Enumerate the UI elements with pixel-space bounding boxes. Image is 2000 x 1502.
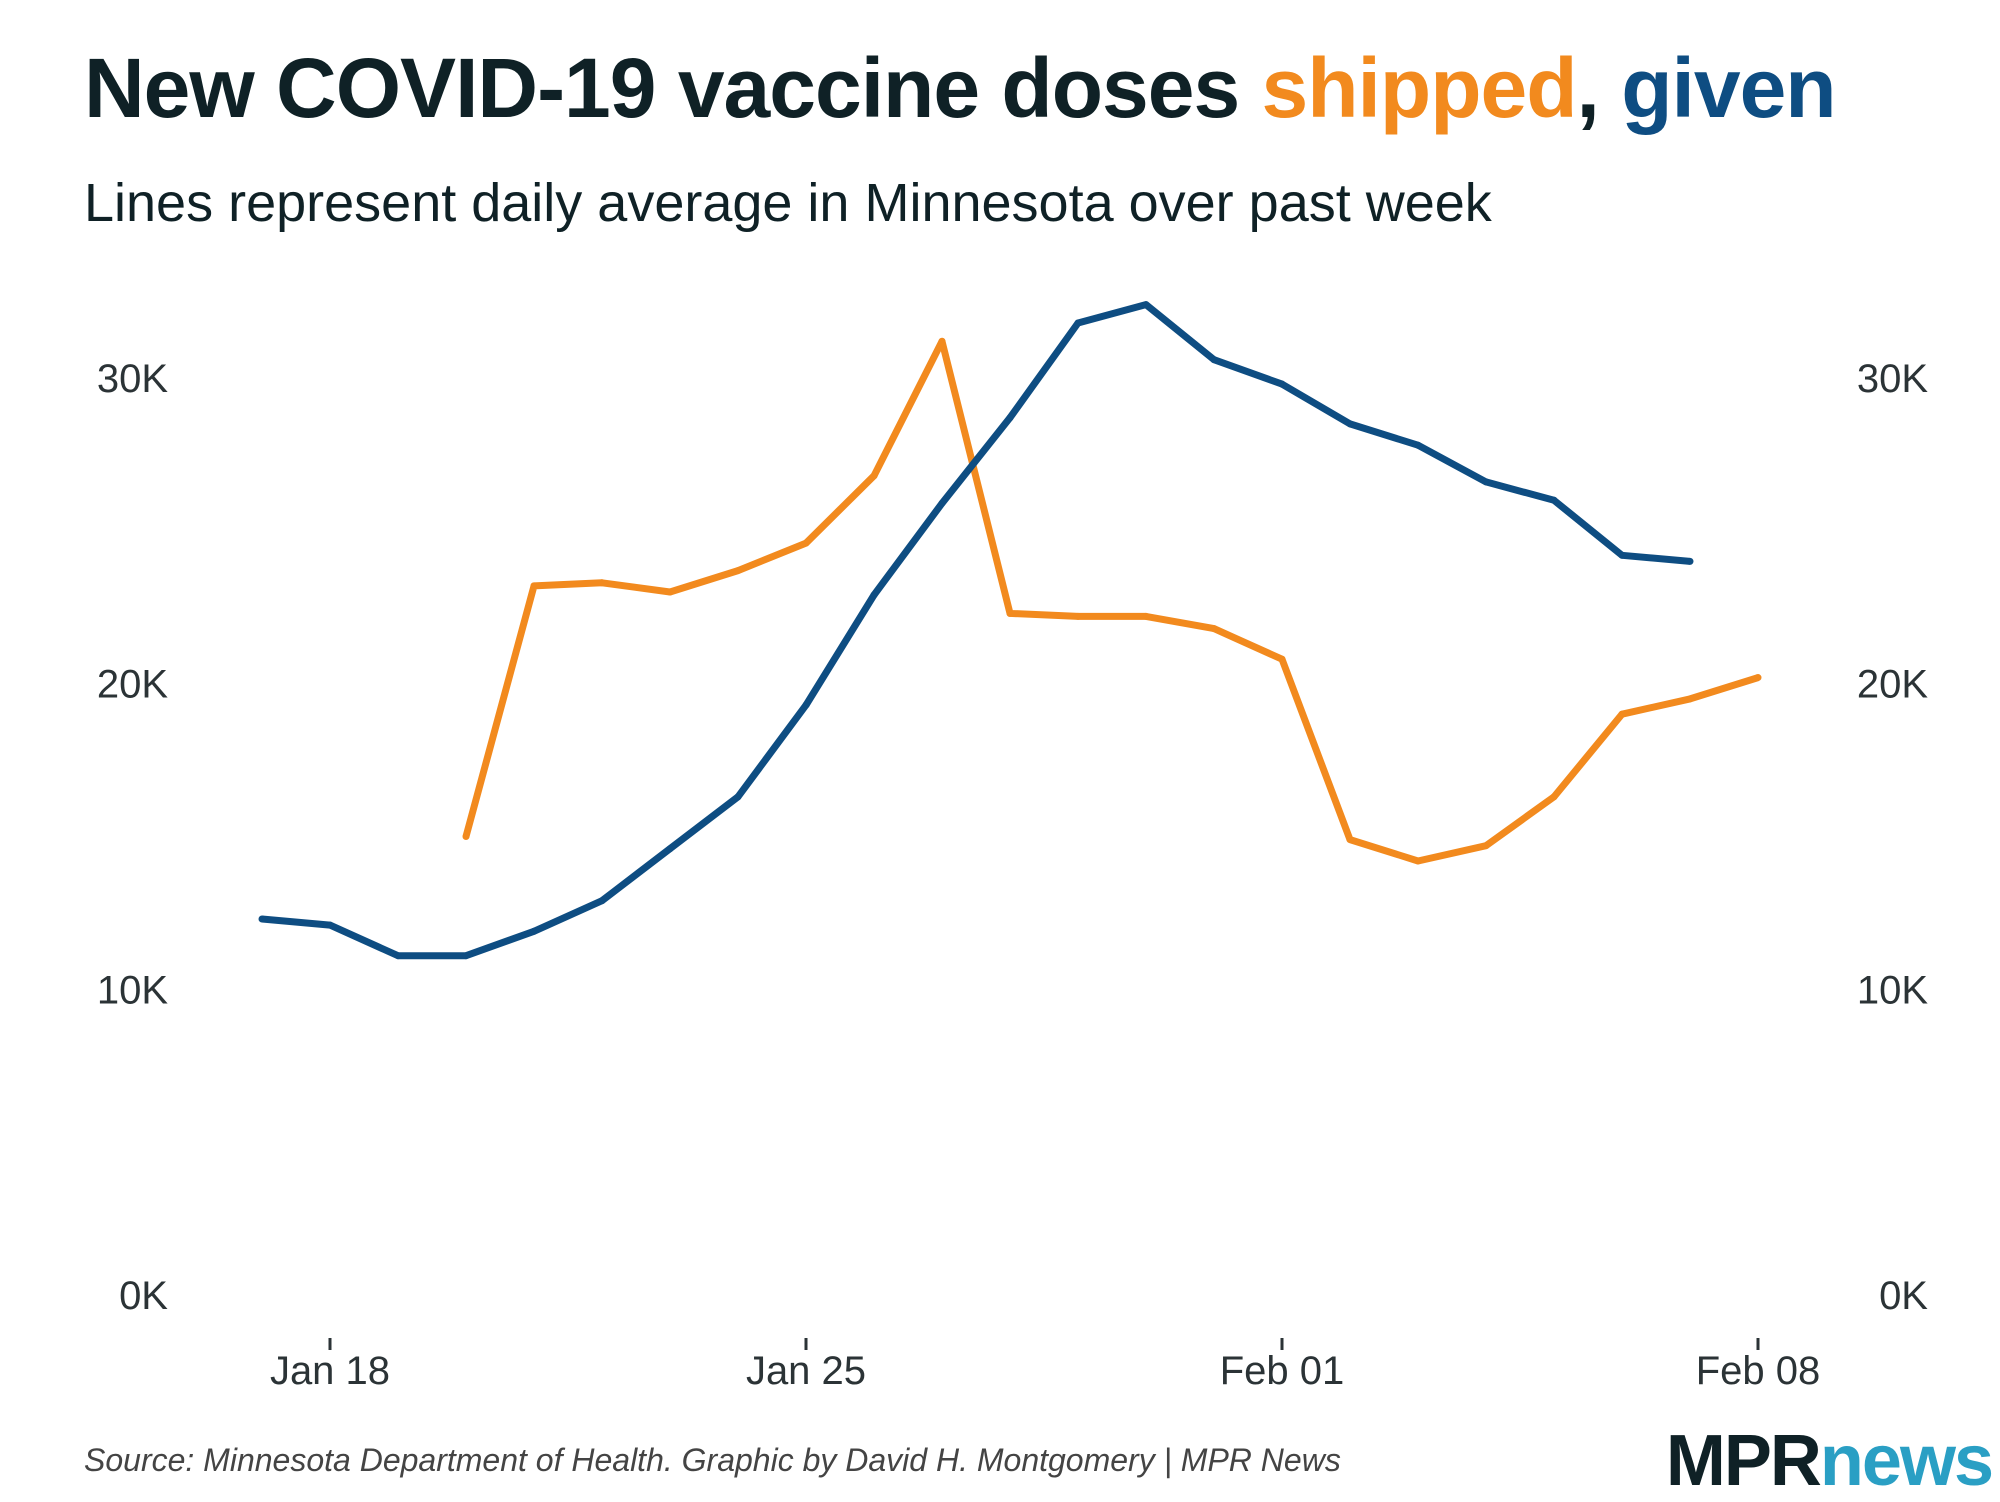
y-axis-left: 0K 10K 20K 30K (97, 357, 168, 1318)
data-point-shipped (938, 337, 946, 345)
data-point-given (1142, 301, 1150, 309)
data-point-shipped (1074, 612, 1082, 620)
data-point-shipped (802, 539, 810, 547)
series-line-shipped (462, 337, 1760, 865)
data-point-given (1346, 420, 1354, 428)
chart-title: New COVID-19 vaccine doses shipped, give… (84, 40, 1837, 137)
data-point-shipped (666, 588, 674, 596)
x-tick-label: Feb 08 (1696, 1349, 1821, 1393)
data-point-given (1278, 380, 1286, 388)
data-point-given (1686, 557, 1694, 565)
title-given-word: given (1621, 41, 1836, 135)
data-point-shipped (1142, 612, 1150, 620)
data-point-given (870, 591, 878, 599)
y-tick-label-right: 0K (1879, 1274, 1928, 1318)
data-point-given (1414, 441, 1422, 449)
data-point-shipped (598, 579, 606, 587)
data-point-shipped (1482, 842, 1490, 850)
data-point-shipped (530, 582, 538, 590)
source-credit: Source: Minnesota Department of Health. … (84, 1442, 1341, 1478)
data-point-shipped (734, 567, 742, 575)
data-point-given (462, 952, 470, 960)
data-point-given (938, 499, 946, 507)
data-point-shipped (1618, 710, 1626, 718)
y-axis-right: 0K 10K 20K 30K (1857, 357, 1928, 1318)
x-axis: Jan 18 Jan 25 Feb 01 Feb 08 (270, 1338, 1820, 1393)
data-point-given (1210, 356, 1218, 364)
data-point-shipped (1278, 655, 1286, 663)
data-point-given (1618, 551, 1626, 559)
data-point-given (598, 897, 606, 905)
title-separator: , (1576, 41, 1622, 135)
y-tick-label-left: 0K (119, 1274, 168, 1318)
data-point-given (1074, 319, 1082, 327)
data-point-shipped (1550, 793, 1558, 801)
data-point-given (1482, 478, 1490, 486)
data-point-given (394, 952, 402, 960)
data-point-shipped (870, 472, 878, 480)
line-chart: 0K 10K 20K 30K 0K 10K 20K 30K Jan 18 Jan 25 Feb … (97, 301, 1928, 1393)
data-point-given (326, 921, 334, 929)
data-point-shipped (462, 833, 470, 840)
data-point-given (666, 845, 674, 853)
data-point-shipped (1686, 695, 1694, 703)
x-tick-label: Jan 25 (746, 1349, 866, 1393)
data-point-given (1550, 496, 1558, 504)
y-tick-label-right: 20K (1857, 663, 1928, 707)
data-point-shipped (1210, 625, 1218, 633)
logo-mpr-text: MPR (1665, 1421, 1822, 1501)
data-point-shipped (1414, 857, 1422, 865)
title-shipped-word: shipped (1261, 41, 1578, 135)
title-prefix: New COVID-19 vaccine doses (84, 41, 1262, 135)
chart-subtitle: Lines represent daily average in Minneso… (84, 173, 1492, 233)
mpr-news-logo[interactable]: MPRnews (1665, 1420, 1994, 1502)
data-point-shipped (1754, 674, 1762, 682)
x-tick-label: Feb 01 (1220, 1349, 1345, 1393)
series-lines (258, 301, 1762, 960)
data-point-given (258, 915, 266, 923)
y-tick-label-left: 20K (97, 663, 168, 707)
y-tick-label-right: 30K (1857, 357, 1928, 401)
data-point-given (802, 701, 810, 709)
logo-news-text: news (1819, 1421, 1994, 1501)
y-tick-label-left: 10K (97, 968, 168, 1012)
y-tick-label-right: 10K (1857, 968, 1928, 1012)
data-point-shipped (1346, 836, 1354, 844)
series-line-given (261, 301, 1691, 960)
x-tick-label: Jan 18 (270, 1349, 390, 1393)
y-tick-label-left: 30K (97, 357, 168, 401)
data-point-given (1006, 414, 1014, 422)
data-point-shipped (1006, 609, 1014, 617)
data-point-given (734, 793, 742, 801)
data-point-given (530, 927, 538, 935)
